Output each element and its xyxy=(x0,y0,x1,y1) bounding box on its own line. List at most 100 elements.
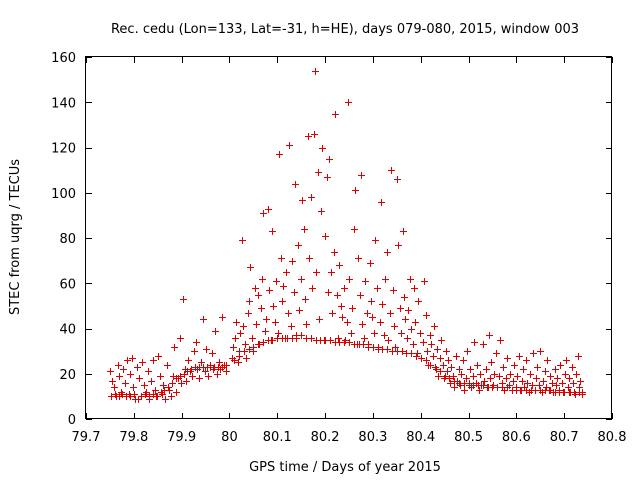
data-point xyxy=(161,387,168,394)
data-point xyxy=(152,387,159,394)
data-point xyxy=(434,346,441,353)
data-point xyxy=(408,326,415,333)
data-point xyxy=(216,359,223,366)
data-point xyxy=(270,303,277,310)
data-point xyxy=(382,276,389,283)
data-point xyxy=(374,285,381,292)
data-point xyxy=(372,237,379,244)
data-point xyxy=(511,362,518,369)
y-tick-label: 40 xyxy=(59,323,76,338)
data-point xyxy=(116,373,123,380)
data-point xyxy=(279,298,286,305)
data-point xyxy=(463,375,470,382)
data-point xyxy=(315,169,322,176)
data-point xyxy=(516,353,523,360)
data-point xyxy=(451,378,458,385)
data-point xyxy=(467,366,474,373)
data-point xyxy=(298,276,305,283)
data-point xyxy=(404,335,411,342)
x-tick-label: 80.2 xyxy=(311,430,340,445)
data-point xyxy=(359,321,366,328)
data-point xyxy=(184,368,191,375)
data-point xyxy=(427,362,434,369)
data-point xyxy=(414,350,421,357)
data-point xyxy=(481,378,488,385)
data-point xyxy=(165,384,172,391)
data-point xyxy=(242,341,249,348)
data-point xyxy=(160,382,167,389)
y-tick-label: 60 xyxy=(59,277,76,292)
data-point xyxy=(544,357,551,364)
data-point xyxy=(346,339,353,346)
data-point xyxy=(379,301,386,308)
data-point xyxy=(269,337,276,344)
data-point xyxy=(291,289,298,296)
data-point xyxy=(570,380,577,387)
data-point xyxy=(400,228,407,235)
data-point xyxy=(157,373,164,380)
data-point xyxy=(295,242,302,249)
data-point xyxy=(177,373,184,380)
data-point xyxy=(325,289,332,296)
data-point xyxy=(150,357,157,364)
data-point xyxy=(302,296,309,303)
data-point xyxy=(275,330,282,337)
data-point xyxy=(191,348,198,355)
data-point xyxy=(150,391,157,398)
data-point xyxy=(219,364,226,371)
data-point xyxy=(364,310,371,317)
x-tick-label: 80.3 xyxy=(358,430,387,445)
data-point xyxy=(335,335,342,342)
data-point xyxy=(237,330,244,337)
data-point xyxy=(280,283,287,290)
data-point xyxy=(412,319,419,326)
data-point xyxy=(392,344,399,351)
data-point xyxy=(399,348,406,355)
data-point xyxy=(223,362,230,369)
data-point xyxy=(255,341,262,348)
data-point xyxy=(178,380,185,387)
x-tick-label: 79.7 xyxy=(72,430,101,445)
data-point xyxy=(547,373,554,380)
data-point xyxy=(240,323,247,330)
data-point xyxy=(306,255,313,262)
data-point xyxy=(305,133,312,140)
data-point xyxy=(358,172,365,179)
data-point xyxy=(345,99,352,106)
chart-title: Rec. cedu (Lon=133, Lat=-31, h=HE), days… xyxy=(111,22,579,37)
data-point xyxy=(542,368,549,375)
data-point xyxy=(460,357,467,364)
y-tick-label: 120 xyxy=(51,142,76,157)
data-point xyxy=(138,393,145,400)
data-point xyxy=(543,384,550,391)
data-point xyxy=(537,348,544,355)
data-point xyxy=(312,68,319,75)
data-point xyxy=(448,364,455,371)
data-point xyxy=(423,357,430,364)
data-point xyxy=(127,371,134,378)
data-point xyxy=(529,382,536,389)
data-point xyxy=(303,321,310,328)
x-tick-label: 80.1 xyxy=(263,430,292,445)
data-point xyxy=(283,269,290,276)
data-point xyxy=(579,391,586,398)
data-point xyxy=(488,359,495,366)
x-axis: 79.7 79.8 79.9 80 80.1 80.2 80.3 80.4 80.5 80.6 80… xyxy=(72,57,626,445)
data-point xyxy=(232,335,239,342)
data-point xyxy=(480,382,487,389)
plot-frame xyxy=(85,56,612,419)
data-point xyxy=(432,364,439,371)
data-point xyxy=(430,353,437,360)
data-point xyxy=(255,292,262,299)
data-point xyxy=(169,380,176,387)
data-point xyxy=(262,328,269,335)
data-point xyxy=(474,362,481,369)
data-point xyxy=(527,371,534,378)
data-point xyxy=(250,344,257,351)
data-point xyxy=(387,310,394,317)
data-point xyxy=(500,364,507,371)
data-point xyxy=(205,373,212,380)
data-point xyxy=(520,366,527,373)
data-point xyxy=(367,260,374,267)
x-tick-label: 80 xyxy=(221,430,238,445)
